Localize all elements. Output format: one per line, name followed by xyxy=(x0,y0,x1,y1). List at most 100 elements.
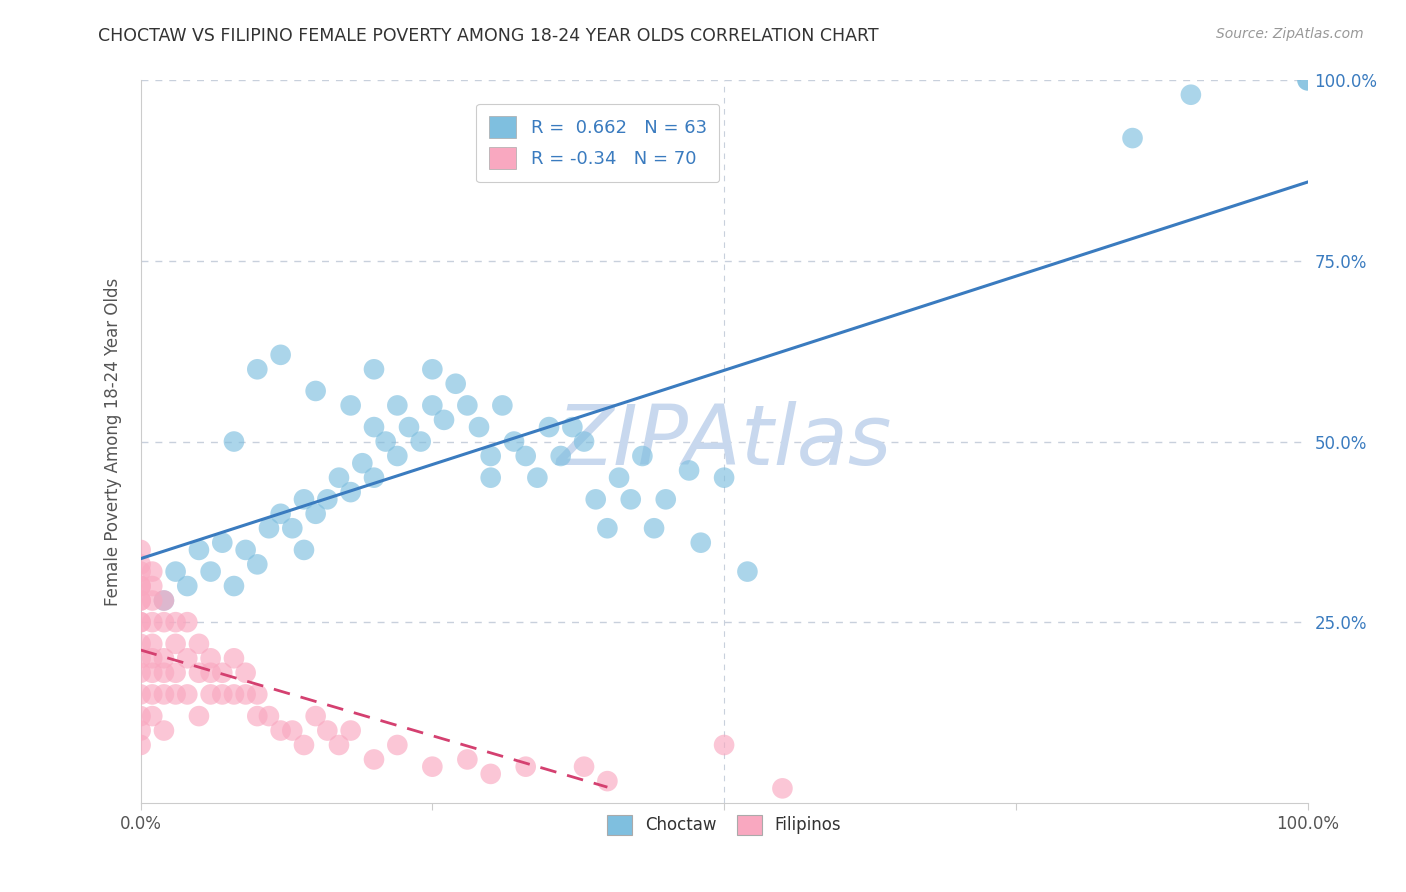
Point xyxy=(572,760,595,774)
Point xyxy=(129,615,152,630)
Point xyxy=(129,579,152,593)
Point xyxy=(479,449,502,463)
Point xyxy=(305,507,328,521)
Point xyxy=(398,420,420,434)
Point xyxy=(713,470,735,484)
Point xyxy=(643,521,665,535)
Point xyxy=(561,420,583,434)
Point xyxy=(129,558,152,572)
Point xyxy=(141,687,163,701)
Point xyxy=(257,521,280,535)
Point xyxy=(153,615,176,630)
Point xyxy=(607,470,630,484)
Point xyxy=(550,449,572,463)
Point xyxy=(689,535,711,549)
Point xyxy=(153,723,176,738)
Point xyxy=(200,665,222,680)
Point xyxy=(363,470,385,484)
Point xyxy=(363,752,385,766)
Point xyxy=(165,565,187,579)
Point xyxy=(444,376,467,391)
Point xyxy=(270,507,292,521)
Point xyxy=(713,738,735,752)
Point xyxy=(328,738,350,752)
Point xyxy=(141,665,163,680)
Point xyxy=(129,593,152,607)
Point xyxy=(129,723,152,738)
Point xyxy=(468,420,491,434)
Point xyxy=(655,492,678,507)
Point xyxy=(153,651,176,665)
Point xyxy=(270,348,292,362)
Text: Source: ZipAtlas.com: Source: ZipAtlas.com xyxy=(1216,27,1364,41)
Point xyxy=(305,384,328,398)
Point xyxy=(1296,73,1319,87)
Point xyxy=(165,687,187,701)
Point xyxy=(363,362,385,376)
Point xyxy=(235,665,257,680)
Point xyxy=(176,687,198,701)
Point xyxy=(129,665,152,680)
Point xyxy=(188,665,211,680)
Point xyxy=(188,637,211,651)
Point xyxy=(165,615,187,630)
Point xyxy=(374,434,396,449)
Point xyxy=(515,449,537,463)
Point xyxy=(491,398,513,412)
Point xyxy=(222,579,245,593)
Point xyxy=(596,521,619,535)
Point xyxy=(129,615,152,630)
Point xyxy=(129,593,152,607)
Point xyxy=(422,760,444,774)
Point xyxy=(456,752,478,766)
Point xyxy=(678,463,700,477)
Point xyxy=(141,593,163,607)
Point xyxy=(153,593,176,607)
Point xyxy=(352,456,374,470)
Point xyxy=(235,542,257,557)
Point xyxy=(596,774,619,789)
Point xyxy=(165,665,187,680)
Point xyxy=(141,709,163,723)
Point xyxy=(316,492,339,507)
Point xyxy=(1180,87,1202,102)
Point xyxy=(537,420,560,434)
Point xyxy=(141,615,163,630)
Point xyxy=(129,651,152,665)
Point xyxy=(188,542,211,557)
Point xyxy=(281,723,304,738)
Point xyxy=(572,434,595,449)
Point xyxy=(141,579,163,593)
Point xyxy=(222,651,245,665)
Point xyxy=(387,398,409,412)
Point xyxy=(479,767,502,781)
Point xyxy=(200,651,222,665)
Point xyxy=(246,558,269,572)
Point xyxy=(1122,131,1144,145)
Point xyxy=(257,709,280,723)
Point xyxy=(339,485,361,500)
Point xyxy=(305,709,328,723)
Point xyxy=(129,579,152,593)
Point xyxy=(153,593,176,607)
Point xyxy=(176,579,198,593)
Point xyxy=(585,492,607,507)
Point xyxy=(292,542,315,557)
Point xyxy=(211,535,233,549)
Point xyxy=(129,542,152,557)
Point xyxy=(200,565,222,579)
Point xyxy=(456,398,478,412)
Point xyxy=(526,470,548,484)
Point xyxy=(200,687,222,701)
Point xyxy=(631,449,654,463)
Point xyxy=(281,521,304,535)
Point xyxy=(235,687,257,701)
Point xyxy=(211,665,233,680)
Y-axis label: Female Poverty Among 18-24 Year Olds: Female Poverty Among 18-24 Year Olds xyxy=(104,277,122,606)
Point xyxy=(433,413,456,427)
Point xyxy=(515,760,537,774)
Point xyxy=(387,449,409,463)
Point xyxy=(292,738,315,752)
Point xyxy=(339,723,361,738)
Point xyxy=(222,687,245,701)
